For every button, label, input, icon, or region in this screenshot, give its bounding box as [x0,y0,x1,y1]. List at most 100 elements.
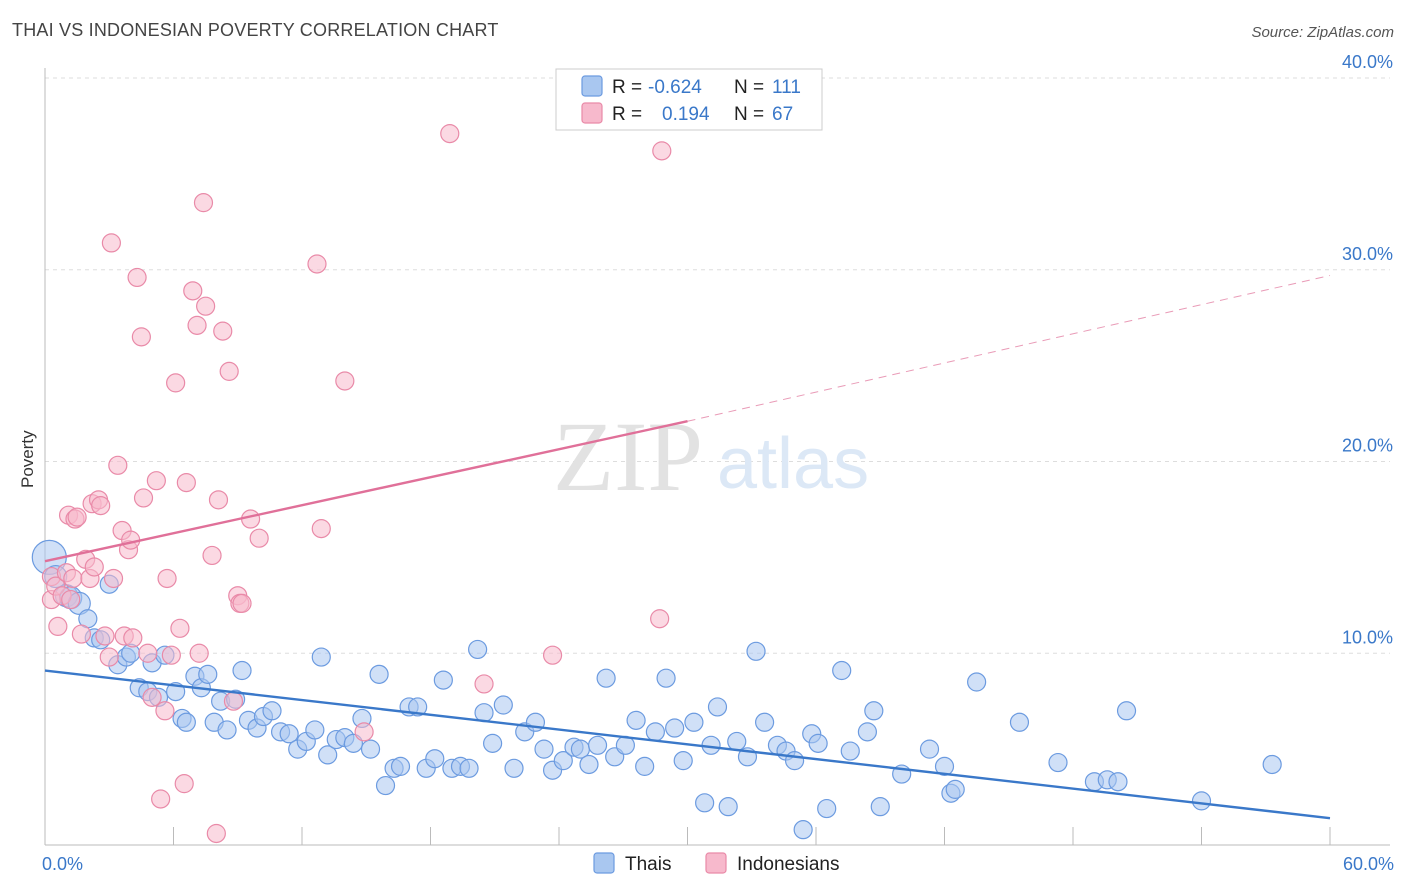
data-point [832,660,852,681]
stats-n-value-indonesians: 67 [772,104,793,125]
data-point [857,722,878,742]
data-point [369,664,389,684]
data-point [279,724,299,744]
data-point [166,373,186,393]
data-point [784,751,805,771]
data-point [945,779,965,799]
data-point [707,697,728,717]
data-point [840,741,860,761]
series-indonesians-points [41,124,672,844]
stats-r-label-thais: R = [612,77,642,98]
data-point [440,124,460,144]
data-point [542,645,563,665]
data-point [157,568,177,589]
data-point [155,701,175,721]
data-point [208,490,229,510]
data-point [170,618,190,638]
data-point [727,731,747,752]
data-point [63,568,83,589]
data-point [817,798,837,819]
data-point [360,739,381,759]
data-point [504,758,524,778]
data-point [206,823,226,844]
stats-n-label-indonesians: N = [734,104,764,125]
data-point [95,626,115,646]
data-point [408,697,428,717]
series-legend: Thais Indonesians [593,852,839,875]
data-point [1191,791,1212,811]
data-point [1048,752,1068,773]
data-point [375,775,396,796]
data-point [864,701,884,721]
data-point [433,670,453,690]
source-label: Source: ZipAtlas.com [1251,24,1394,41]
data-point [187,315,207,335]
data-point [198,664,218,684]
data-point [84,557,104,577]
stats-swatch-thais [581,75,603,97]
data-point [249,528,269,548]
data-point [354,722,374,742]
stats-r-label-indonesians: R = [612,104,642,125]
data-point [534,739,554,759]
data-point [131,327,151,347]
stats-legend: R = -0.624 N = 111 R = 0.194 N = 67 [555,68,823,131]
data-point [870,797,890,817]
stats-swatch-indonesians [581,102,603,124]
data-point [474,674,494,694]
data-point [1108,772,1128,792]
data-point [305,720,325,740]
y-tick-label: 30.0% [1342,244,1393,264]
legend-swatch-thais [593,852,615,874]
data-point [133,488,154,508]
data-point [183,281,203,301]
data-point [67,507,87,527]
data-point [474,703,494,723]
data-point [146,471,166,491]
series-thais-points [31,539,1282,840]
trend-line-thais [44,669,1331,820]
stats-r-value-thais: -0.624 [648,77,702,98]
data-point [1116,701,1137,721]
data-point [459,758,479,778]
data-point [174,774,194,794]
watermark-atlas: atlas [717,424,869,504]
data-point [232,660,252,681]
stats-r-value-indonesians: 0.194 [662,104,710,125]
data-point [793,820,813,840]
data-point [673,751,693,771]
data-point [127,267,147,288]
data-point [483,733,503,753]
data-point [193,193,214,213]
data-point [202,545,222,566]
data-point [223,691,244,711]
stats-n-label-thais: N = [734,77,764,98]
data-point [1009,712,1030,732]
data-point [808,733,828,753]
data-point [196,296,216,316]
data-point [311,519,331,539]
data-point [138,643,158,663]
data-point [553,751,573,771]
data-point [579,754,599,775]
trend-lines [44,275,1331,820]
data-point [108,455,128,475]
y-tick-label: 40.0% [1342,52,1393,72]
data-point [189,643,209,663]
legend-swatch-indonesians [705,852,727,874]
data-point [103,568,124,589]
data-point [468,639,488,660]
x-tick-label: 0.0% [42,854,83,874]
y-tick-label: 20.0% [1342,436,1393,456]
data-point [626,710,646,730]
data-point [754,712,775,732]
data-point [390,756,411,776]
data-point [596,668,616,688]
data-point [934,756,955,776]
data-point [61,589,81,610]
grid-lines [45,77,1390,654]
data-point [176,472,196,493]
data-point [635,756,655,776]
tick-labels: 10.0% 20.0% 30.0% 40.0% 0.0% 60.0% [42,52,1394,874]
